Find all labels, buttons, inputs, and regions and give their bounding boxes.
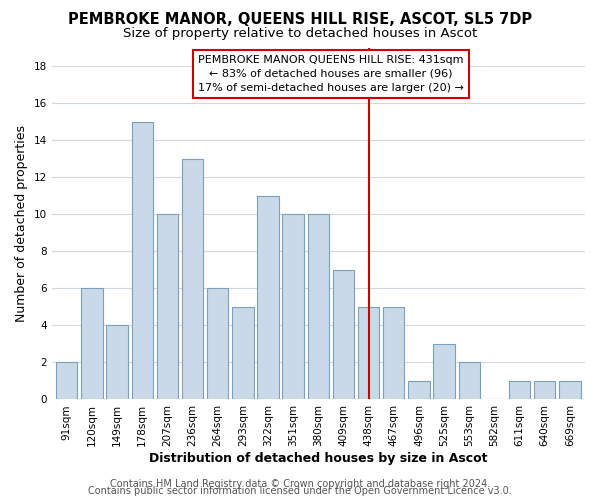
Text: PEMBROKE MANOR, QUEENS HILL RISE, ASCOT, SL5 7DP: PEMBROKE MANOR, QUEENS HILL RISE, ASCOT,… <box>68 12 532 28</box>
Bar <box>333 270 354 400</box>
Bar <box>157 214 178 400</box>
Bar <box>56 362 77 400</box>
Y-axis label: Number of detached properties: Number of detached properties <box>15 125 28 322</box>
Bar <box>207 288 229 400</box>
Bar <box>308 214 329 400</box>
X-axis label: Distribution of detached houses by size in Ascot: Distribution of detached houses by size … <box>149 452 488 465</box>
Bar <box>283 214 304 400</box>
Bar <box>81 288 103 400</box>
Bar <box>433 344 455 400</box>
Text: PEMBROKE MANOR QUEENS HILL RISE: 431sqm
← 83% of detached houses are smaller (96: PEMBROKE MANOR QUEENS HILL RISE: 431sqm … <box>198 55 464 93</box>
Bar <box>408 381 430 400</box>
Bar <box>383 307 404 400</box>
Bar <box>559 381 581 400</box>
Bar <box>232 307 254 400</box>
Bar <box>257 196 279 400</box>
Bar <box>534 381 556 400</box>
Bar <box>131 122 153 400</box>
Bar <box>182 158 203 400</box>
Text: Contains public sector information licensed under the Open Government Licence v3: Contains public sector information licen… <box>88 486 512 496</box>
Bar <box>358 307 379 400</box>
Bar <box>106 326 128 400</box>
Text: Contains HM Land Registry data © Crown copyright and database right 2024.: Contains HM Land Registry data © Crown c… <box>110 479 490 489</box>
Bar <box>458 362 480 400</box>
Text: Size of property relative to detached houses in Ascot: Size of property relative to detached ho… <box>123 28 477 40</box>
Bar <box>509 381 530 400</box>
